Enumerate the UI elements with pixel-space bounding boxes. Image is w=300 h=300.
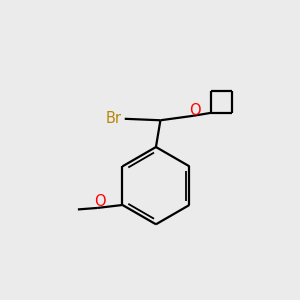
Text: O: O [189,103,200,118]
Text: Br: Br [105,111,121,126]
Text: O: O [94,194,105,209]
